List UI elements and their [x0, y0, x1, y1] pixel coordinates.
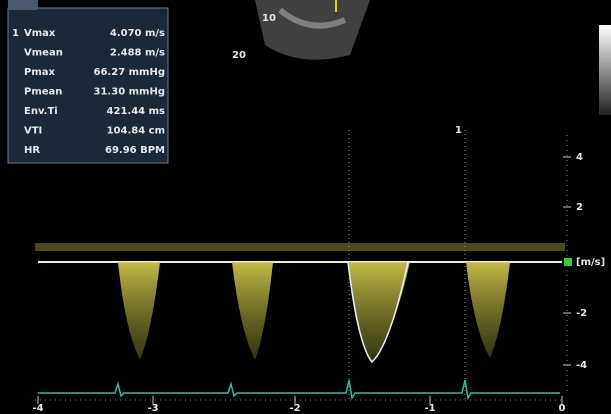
measurement-panel: [8, 0, 168, 163]
measure-value: 4.070 m/s: [110, 28, 165, 39]
measure-value: 66.27 mmHg: [94, 67, 165, 78]
velocity-tick-label: 2: [576, 202, 583, 213]
depth-label: 20: [232, 50, 246, 61]
cursor-label: 1: [455, 125, 462, 136]
clutter-band: [35, 243, 565, 251]
time-tick-label: -4: [32, 403, 43, 414]
velocity-unit: [m/s]: [576, 257, 605, 268]
measure-value: 2.488 m/s: [110, 48, 165, 59]
time-tick-label: -1: [424, 403, 435, 414]
velocity-tick-label: -2: [576, 308, 587, 319]
time-tick-label: -3: [147, 403, 158, 414]
measure-label: Pmean: [24, 87, 62, 98]
measure-value: 31.30 mmHg: [94, 87, 165, 98]
panel-tab: [8, 0, 38, 10]
measure-value: 421.44 ms: [107, 106, 165, 117]
measure-label: Pmax: [24, 67, 55, 78]
velocity-tick-label: 4: [576, 152, 583, 163]
baseline-marker: [564, 258, 572, 266]
measure-label: VTI: [24, 126, 42, 137]
measure-value: 69.96 BPM: [105, 145, 165, 156]
gray-scale-bar: [599, 25, 611, 115]
measure-label: Env.Ti: [24, 106, 58, 117]
measure-value: 104.84 cm: [107, 126, 165, 137]
measure-label: Vmean: [24, 48, 63, 59]
row-marker: 1: [12, 28, 19, 39]
measure-label: HR: [24, 145, 40, 156]
measure-label: Vmax: [24, 28, 56, 39]
ultrasound-screen: 1 Vmax 4.070 m/s Vmean 2.488 m/s Pmax 66.27 mm…: [0, 0, 611, 414]
time-tick-label: 0: [559, 403, 566, 414]
velocity-tick-label: -4: [576, 360, 587, 371]
time-tick-label: -2: [289, 403, 300, 414]
depth-label: 10: [262, 13, 276, 24]
